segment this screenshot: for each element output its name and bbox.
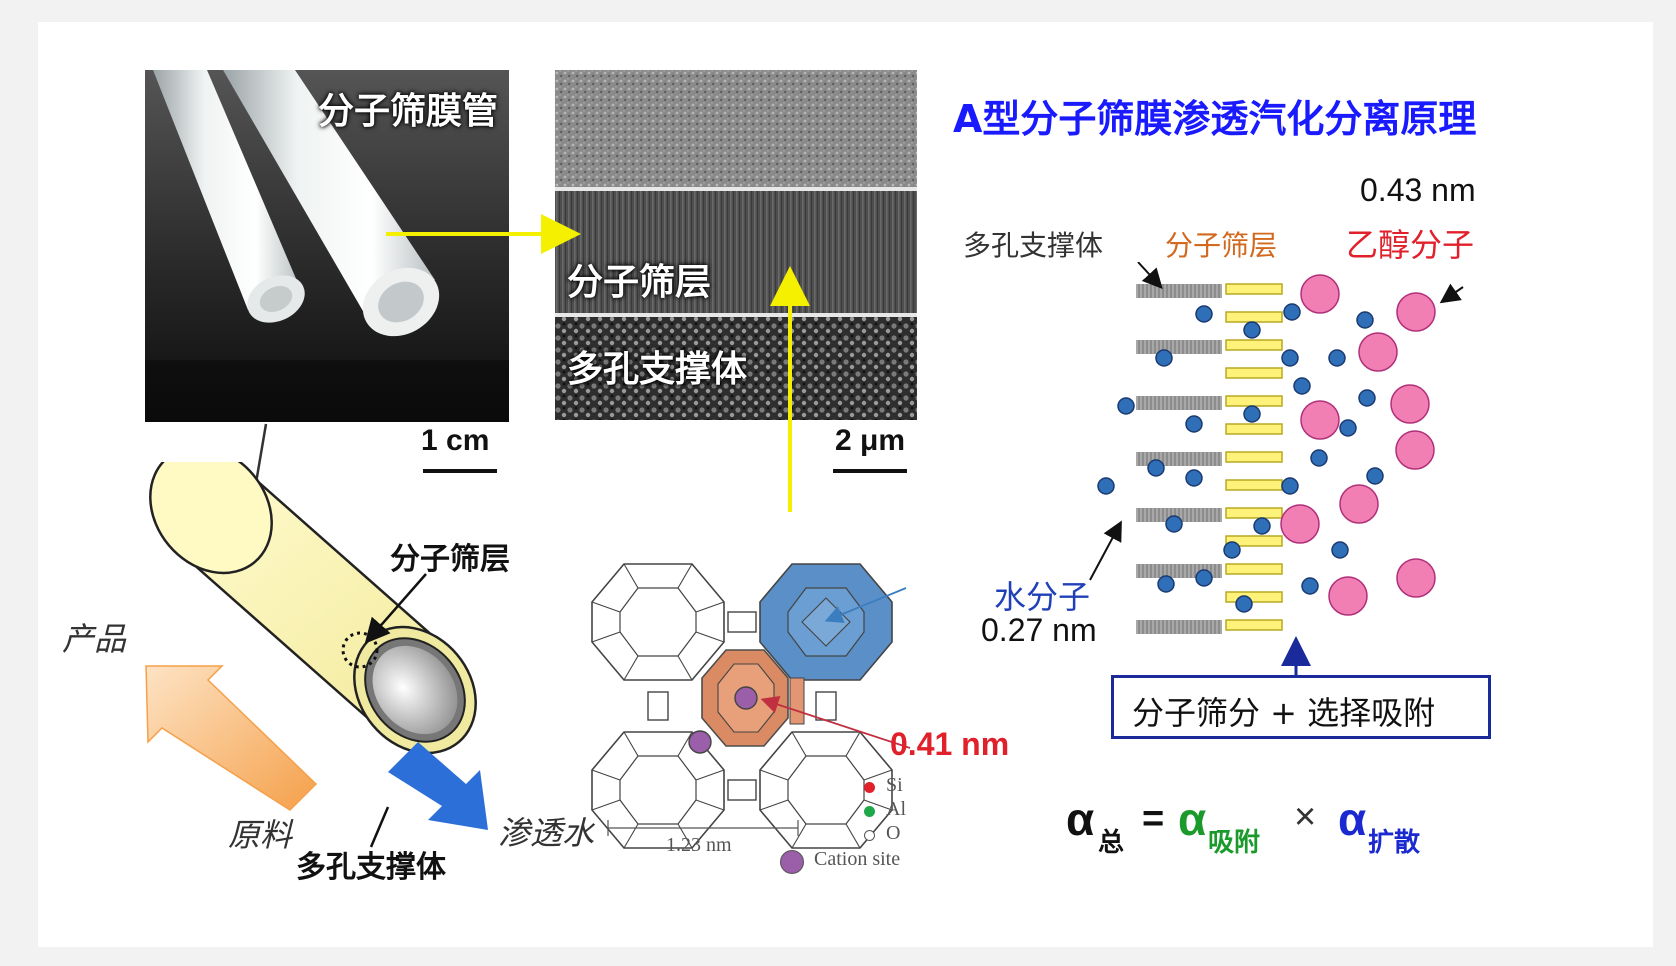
cell-size-label: 1.23 nm [666, 834, 732, 856]
ethanol-molecules [1280, 274, 1436, 616]
cylinder-support-label: 多孔支撑体 [296, 850, 446, 885]
sem-scale-label: 2 μm [835, 424, 906, 457]
layer-label: 分子筛层 [1165, 229, 1278, 262]
alpha-adsorption-sub: 吸附 [1208, 827, 1261, 857]
legend-al-marker [864, 806, 875, 817]
legend-cation-label: Cation site [814, 848, 901, 870]
water-size-label: 0.27 nm [981, 612, 1097, 648]
alpha-diffusion: α [1338, 793, 1367, 845]
photo-scale-label: 1 cm [421, 424, 490, 457]
alpha-total: α [1066, 793, 1095, 845]
legend-al-label: Al [886, 798, 906, 820]
sem-layer-label: 分子筛层 [567, 262, 712, 303]
tube-photo: 分子筛膜管 [145, 70, 509, 422]
legend-si-label: Si [886, 774, 903, 796]
sem-graphic [555, 70, 917, 420]
alpha-adsorption: α [1178, 793, 1207, 845]
tube-photo-graphic [145, 70, 509, 422]
sem-scale-bar [833, 469, 907, 473]
sem-image: 分子筛层 多孔支撑体 [555, 70, 917, 420]
water-label: 水分子 [994, 578, 1091, 616]
water-molecules [1097, 303, 1384, 613]
membrane-schematic [1089, 262, 1464, 682]
times-sign: × [1294, 796, 1317, 838]
ethanol-size-label: 0.43 nm [1360, 172, 1476, 208]
mechanism-box: 分子筛分 + 选择吸附 [1111, 675, 1491, 739]
legend-cation-marker [780, 850, 804, 874]
legend-o-label: O [886, 822, 901, 844]
support-label: 多孔支撑体 [963, 229, 1104, 262]
zeolite-structure [591, 563, 911, 849]
alpha-diffusion-sub: 扩散 [1368, 827, 1421, 857]
zeolite-legend: Si Al O Cation site [780, 774, 930, 886]
mechanism-label: 分子筛分 + 选择吸附 [1132, 694, 1436, 732]
legend-si-marker [864, 782, 875, 793]
cylinder-schematic [145, 462, 488, 848]
tube-label: 分子筛膜管 [318, 91, 499, 132]
figure-panel: 分子筛膜管 1 cm [38, 22, 1653, 947]
principle-title: A型分子筛膜渗透汽化分离原理 [953, 97, 1477, 141]
alpha-total-sub: 总 [1098, 827, 1125, 857]
equals-sign: = [1142, 798, 1165, 840]
photo-scale-bar [423, 469, 497, 473]
legend-o-marker [864, 830, 875, 841]
feed-label: 原料 [228, 816, 293, 854]
permeate-label: 渗透水 [498, 814, 595, 852]
sem-support-label: 多孔支撑体 [567, 349, 748, 390]
ethanol-label: 乙醇分子 [1346, 226, 1475, 264]
pore-size-label: 0.41 nm [890, 726, 1010, 762]
product-label: 产品 [62, 620, 127, 658]
cylinder-layer-label: 分子筛层 [390, 542, 510, 577]
zeolite-layer-strips [1225, 283, 1283, 631]
selectivity-formula: α 总 = α 吸附 × α 扩散 [1062, 792, 1462, 862]
